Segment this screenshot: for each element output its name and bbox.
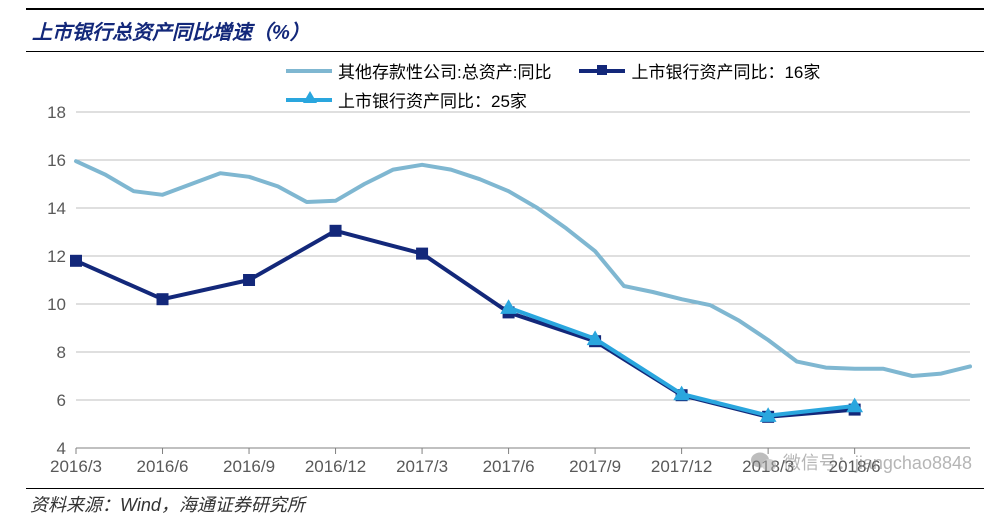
svg-text:2017/3: 2017/3 — [396, 457, 448, 476]
svg-text:2016/6: 2016/6 — [137, 457, 189, 476]
legend-label-1: 上市银行资产同比：16家 — [631, 58, 820, 83]
watermark-text: 微信号：jiangchao8848 — [783, 449, 972, 475]
legend-swatch-2 — [286, 98, 332, 102]
legend-item-2: 上市银行资产同比：25家 — [286, 87, 527, 112]
chart-area: 其他存款性公司:总资产:同比 上市银行资产同比：16家 上市银行资产同比：25家… — [26, 52, 982, 482]
svg-text:16: 16 — [47, 151, 66, 170]
svg-text:2017/12: 2017/12 — [651, 457, 712, 476]
bottom-rule — [26, 488, 984, 489]
source-text: 资料来源：Wind，海通证券研究所 — [30, 491, 305, 517]
svg-text:8: 8 — [57, 343, 66, 362]
legend-swatch-0 — [286, 69, 332, 73]
svg-text:4: 4 — [57, 439, 66, 458]
svg-text:12: 12 — [47, 247, 66, 266]
svg-text:2017/6: 2017/6 — [483, 457, 535, 476]
legend: 其他存款性公司:总资产:同比 上市银行资产同比：16家 上市银行资产同比：25家 — [286, 58, 926, 112]
svg-text:2017/9: 2017/9 — [569, 457, 621, 476]
legend-item-1: 上市银行资产同比：16家 — [579, 58, 820, 83]
chart-title: 上市银行总资产同比增速（%） — [26, 8, 984, 52]
wechat-icon — [751, 451, 777, 473]
chart-svg: 4 6 8 10 12 14 16 18 2016/3 2016/6 2016/9 2016/12 20… — [26, 52, 982, 482]
svg-text:6: 6 — [57, 391, 66, 410]
svg-text:18: 18 — [47, 103, 66, 122]
svg-text:2016/12: 2016/12 — [305, 457, 366, 476]
chart-container: 上市银行总资产同比增速（%） 其他存款性公司:总资产:同比 上市银行资产同比：1… — [0, 0, 1002, 525]
svg-text:10: 10 — [47, 295, 66, 314]
legend-item-0: 其他存款性公司:总资产:同比 — [286, 58, 551, 83]
watermark: 微信号：jiangchao8848 — [751, 449, 972, 475]
svg-text:2016/9: 2016/9 — [223, 457, 275, 476]
svg-text:2016/3: 2016/3 — [50, 457, 102, 476]
legend-swatch-1 — [579, 69, 625, 73]
svg-text:14: 14 — [47, 199, 66, 218]
legend-label-2: 上市银行资产同比：25家 — [338, 87, 527, 112]
legend-label-0: 其他存款性公司:总资产:同比 — [338, 58, 551, 83]
